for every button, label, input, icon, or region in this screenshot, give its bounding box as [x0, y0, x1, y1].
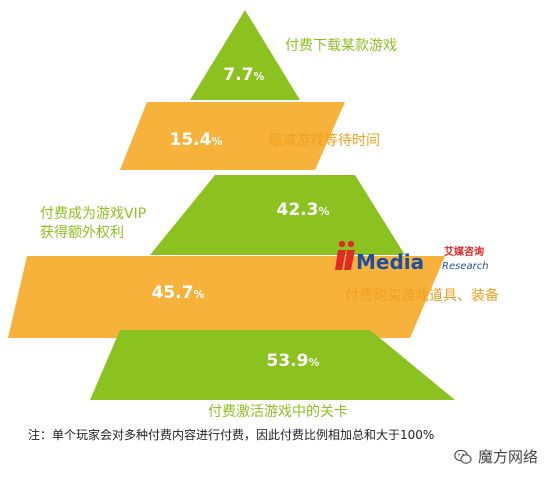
tier-label-2: 缩减游戏等待时间: [268, 132, 380, 149]
watermark: 魔方网络: [454, 446, 538, 467]
logo-dot-2: [347, 240, 355, 248]
tier-value-4: 45.7%: [152, 283, 205, 303]
pyramid-tier-5: [90, 330, 455, 400]
watermark-text: 魔方网络: [477, 448, 538, 466]
footnote: 注：单个玩家会对多种付费内容进行付费，因此付费比例相加总和大于100%: [28, 428, 435, 442]
logo-stroke-2: [344, 250, 355, 270]
pyramid-tier-2: [120, 102, 345, 170]
logo-stroke-1: [335, 250, 346, 270]
tier-value-5: 53.9%: [267, 351, 320, 371]
tier-label-1: 付费下载某款游戏: [285, 38, 397, 54]
iimedia-logo: Media 艾媒咨询 Research: [335, 240, 489, 274]
logo-dot-1: [338, 240, 346, 248]
pyramid-tier-1: [190, 10, 300, 100]
logo-brand: Media: [356, 250, 424, 274]
tier-label-3: 付费成为游戏VIP 获得额外权利: [40, 206, 146, 241]
logo-en: Research: [442, 261, 489, 272]
tier-label-4: 付费购买游戏道具、装备: [345, 287, 499, 304]
pyramid-tier-3: [150, 175, 405, 255]
pyramid-tier-4: [8, 256, 445, 338]
tier-label-5: 付费激活游戏中的关卡: [208, 403, 348, 420]
logo-cn: 艾媒咨询: [444, 245, 484, 258]
tier-value-3: 42.3%: [277, 200, 330, 220]
wechat-icon: [454, 449, 472, 464]
tier-value-2: 15.4%: [170, 130, 223, 150]
tier-value-1: 7.7%: [223, 65, 264, 85]
